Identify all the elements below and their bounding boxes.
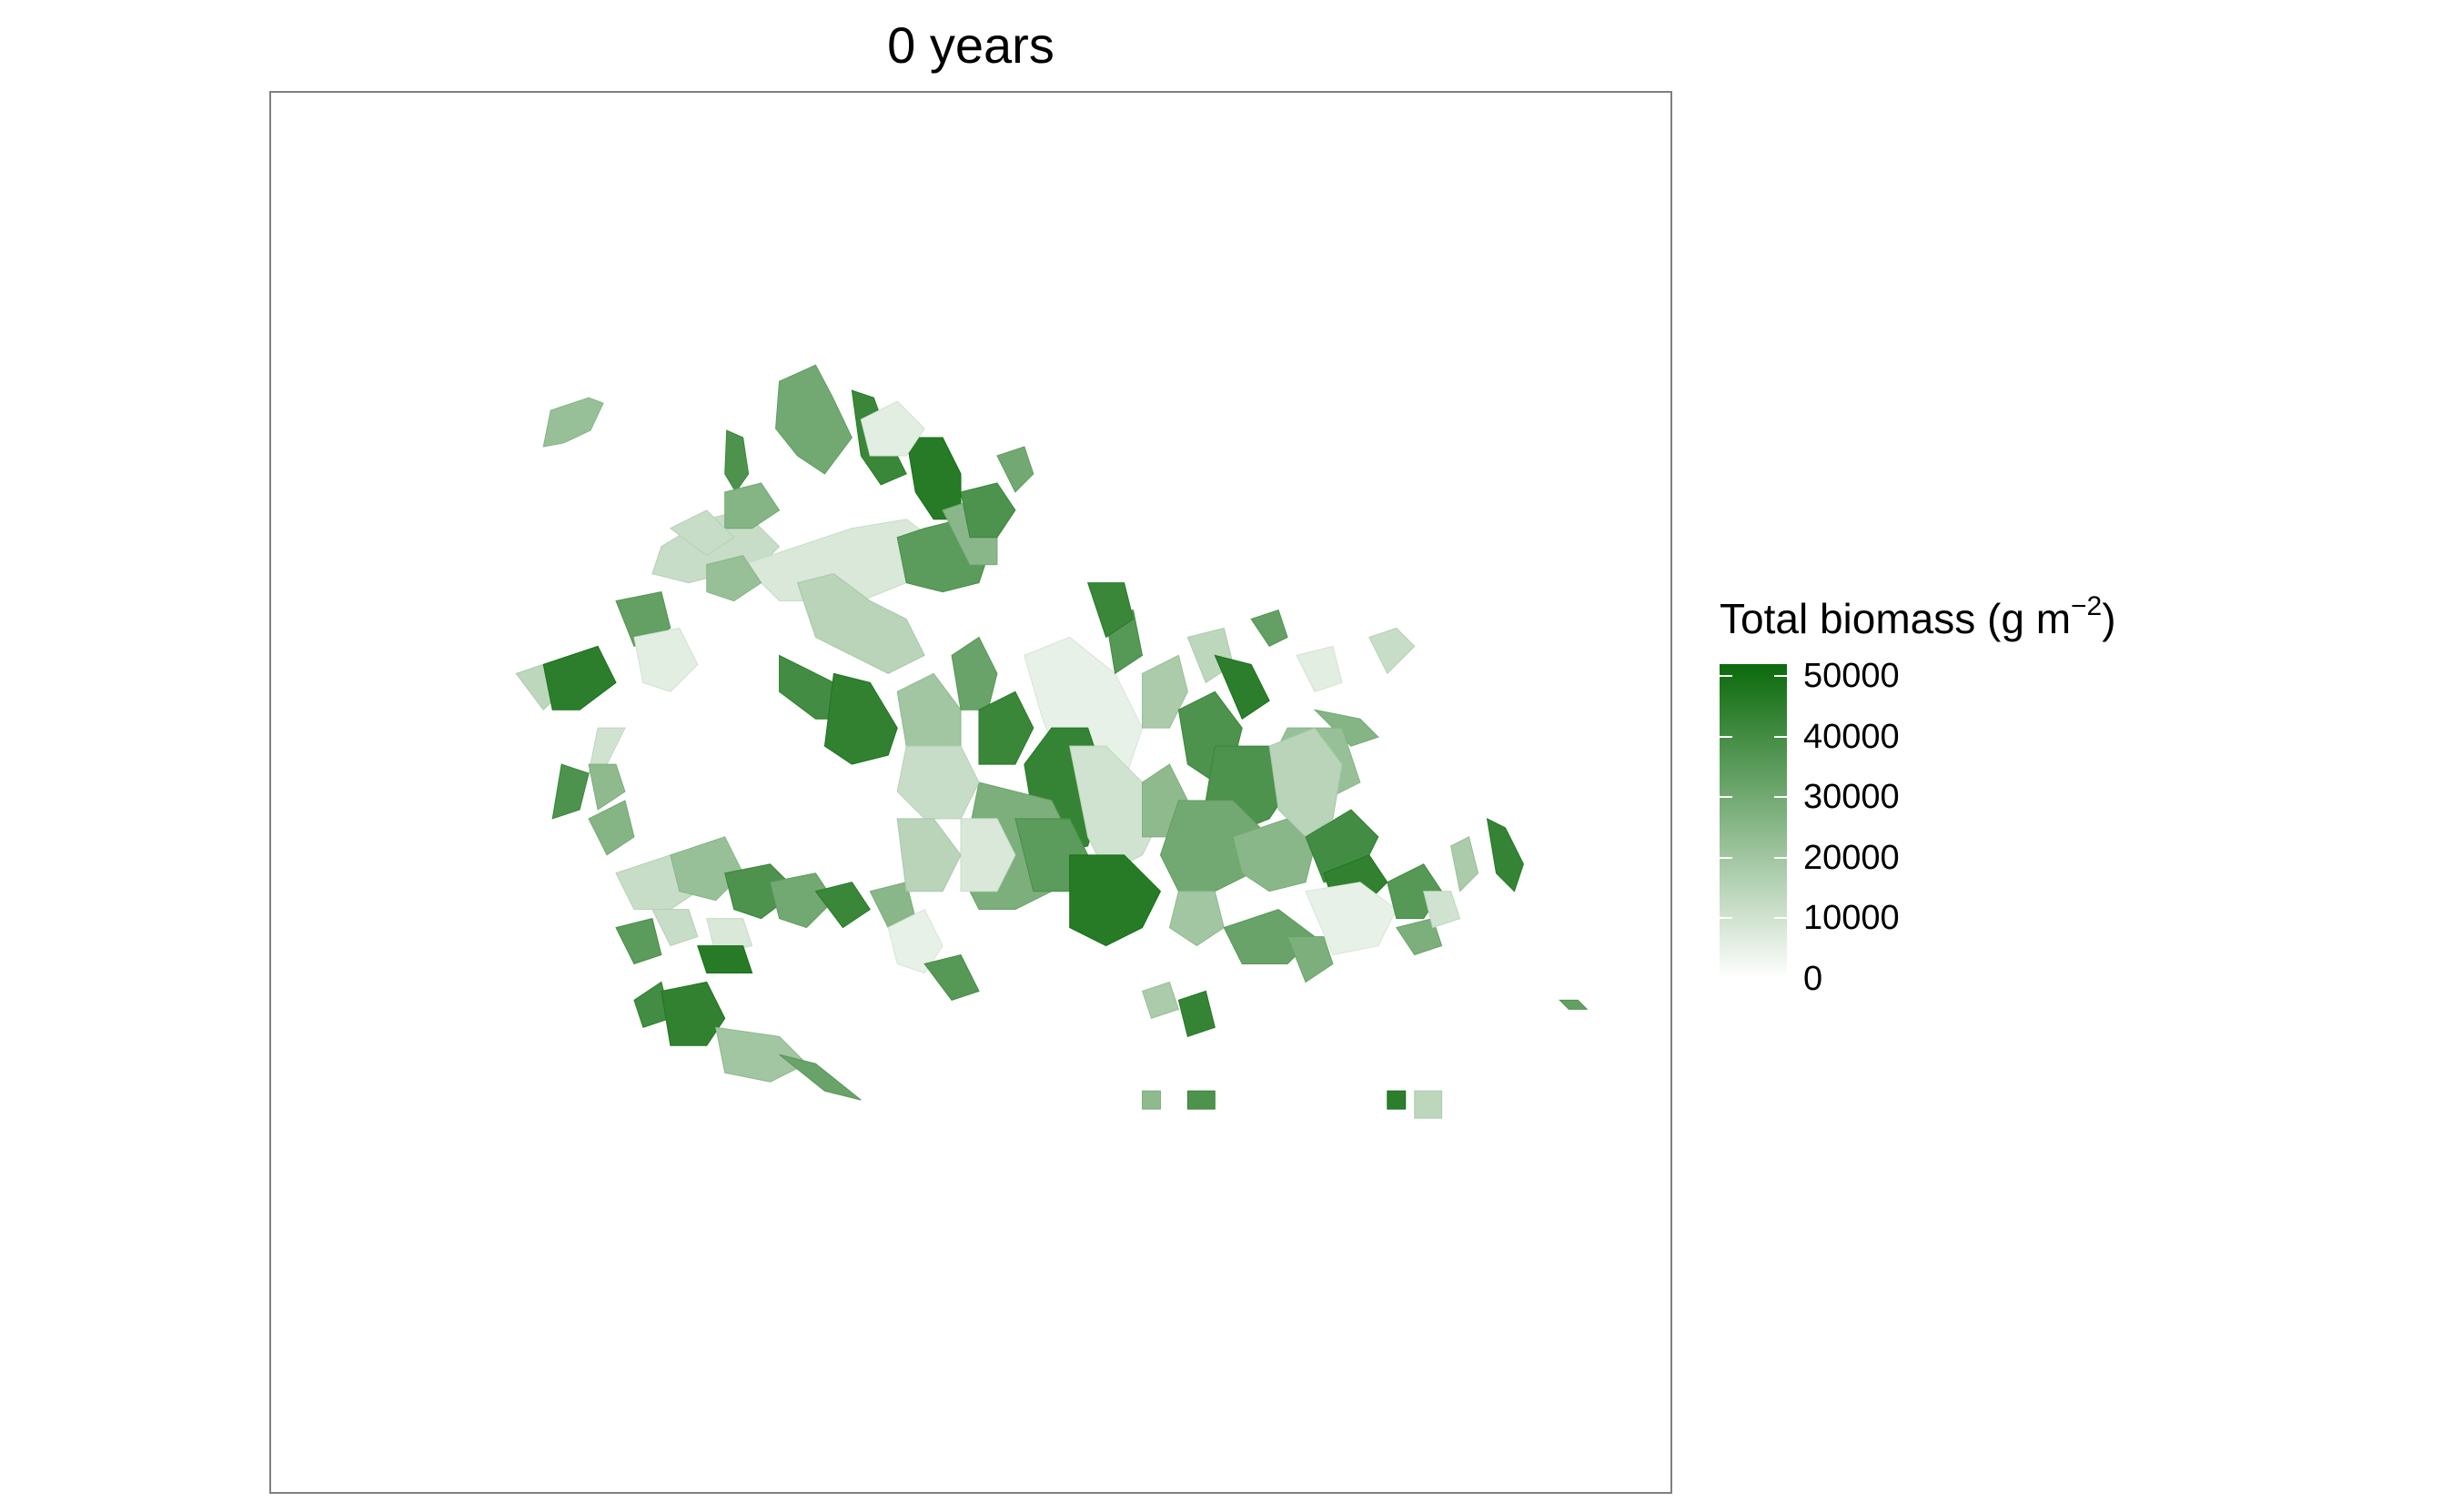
biomass-patch (1559, 999, 1589, 1010)
legend-colorbar (1720, 664, 1787, 979)
biomass-patch (1387, 1090, 1407, 1110)
biomass-patch (1395, 918, 1443, 956)
biomass-patch (1486, 818, 1524, 892)
biomass-patch (1141, 981, 1180, 1019)
biomass-patch (960, 482, 1016, 539)
biomass-patch (1142, 1090, 1161, 1110)
biomass-patch (1250, 609, 1288, 648)
biomass-patch (887, 908, 944, 974)
legend-tick-mark (1774, 675, 1787, 678)
biomass-patch (651, 909, 699, 947)
biomass-patch (1414, 1090, 1443, 1119)
biomass-patch (669, 509, 735, 557)
legend-tick-label: 30000 (1803, 778, 1900, 817)
legend: Total biomass (g m−2) 50000 40000 30000 200… (1720, 591, 2138, 1010)
biomass-patch (1287, 936, 1334, 983)
biomass-patch (1168, 891, 1225, 947)
legend-tick-mark (1720, 978, 1732, 980)
legend-title: Total biomass (g m−2) (1720, 591, 2116, 646)
biomass-patch (1177, 990, 1216, 1037)
legend-tick-mark (1774, 978, 1787, 980)
map-panel (269, 91, 1672, 1494)
biomass-patch (551, 763, 590, 820)
biomass-patch (996, 446, 1034, 493)
legend-tick-mark (1720, 675, 1732, 678)
legend-tick-label: 50000 (1803, 657, 1900, 696)
legend-tick-mark (1774, 796, 1787, 799)
legend-tick-label: 20000 (1803, 838, 1900, 877)
biomass-patch (1069, 854, 1162, 947)
biomass-patch (633, 627, 699, 692)
legend-tick-mark (1774, 735, 1787, 738)
biomass-patch (860, 400, 925, 457)
biomass-patch (588, 763, 626, 811)
biomass-patch (1305, 882, 1398, 956)
biomass-patch (724, 429, 750, 493)
biomass-patch (823, 672, 898, 765)
biomass-patch (978, 690, 1034, 765)
legend-tick-mark (1720, 917, 1732, 920)
legend-tick-label: 0 (1803, 960, 1823, 998)
biomass-patch (1186, 1090, 1216, 1110)
biomass-patch (697, 945, 753, 973)
biomass-patch (615, 918, 662, 965)
biomass-patch (588, 800, 635, 856)
biomass-patch (661, 981, 726, 1046)
legend-title-close: ) (2102, 595, 2116, 642)
biomass-patch (896, 745, 980, 820)
biomass-patch (1450, 836, 1479, 892)
biomass-patch (769, 872, 835, 929)
biomass-patch (1214, 654, 1270, 720)
biomass-patch (796, 573, 925, 674)
legend-tick-label: 10000 (1803, 899, 1900, 938)
biomass-patch (715, 1026, 808, 1083)
legend-tick-label: 40000 (1803, 717, 1900, 756)
biomass-patch (923, 953, 980, 1001)
biomass-patch (896, 818, 962, 892)
biomass-patch (706, 555, 762, 602)
biomass-patch (1423, 891, 1461, 929)
biomass-patch (1268, 727, 1343, 838)
biomass-patch (814, 882, 871, 929)
biomass-patch (775, 364, 853, 475)
legend-tick-mark (1720, 796, 1732, 799)
biomass-patch (1296, 645, 1343, 692)
legend-tick-mark (1774, 856, 1787, 859)
biomass-patch (960, 818, 1016, 892)
legend-title-main: Total biomass (g m (1720, 595, 2072, 642)
biomass-patch (542, 397, 604, 448)
legend-tick-mark (1774, 917, 1787, 920)
legend-tick-mark (1720, 735, 1732, 738)
biomass-patch (779, 1053, 862, 1101)
biomass-patch (542, 645, 617, 711)
biomass-patch (1368, 627, 1416, 675)
legend-tick-mark (1720, 856, 1732, 859)
biomass-patch (951, 636, 998, 711)
legend-title-exponent: −2 (2071, 591, 2103, 621)
map-title: 0 years (887, 16, 1054, 74)
biomass-patch (1086, 582, 1135, 639)
biomass-map (515, 364, 1589, 1119)
biomass-patch (724, 482, 781, 529)
